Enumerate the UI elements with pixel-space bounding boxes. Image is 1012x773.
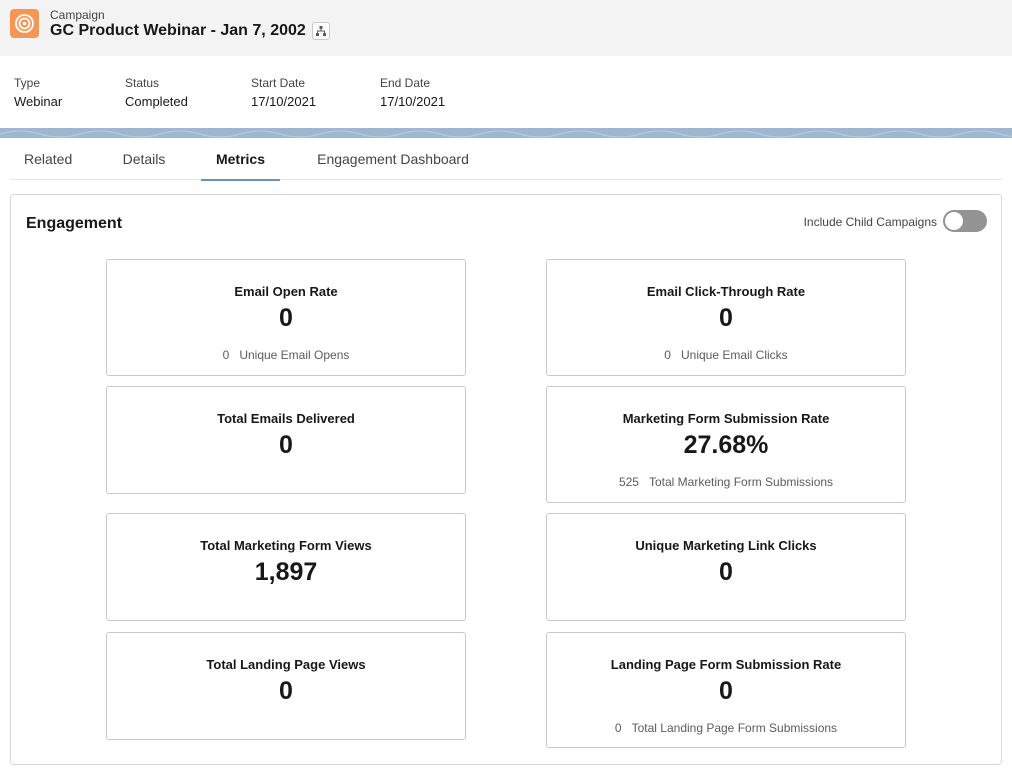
metric-subtext: 0 Unique Email Clicks	[547, 348, 905, 362]
highlight-value: Webinar	[14, 94, 63, 109]
metric-title: Total Landing Page Views	[206, 657, 366, 672]
highlight-value: 17/10/2021	[380, 94, 446, 109]
toggle-knob	[945, 212, 963, 230]
highlight-type: Type Webinar	[14, 76, 62, 109]
metric-subtext: 0 Total Landing Page Form Submissions	[547, 721, 905, 735]
metric-value: 0	[719, 304, 733, 332]
metric-title: Unique Marketing Link Clicks	[635, 538, 817, 553]
hierarchy-icon	[316, 26, 326, 36]
tab-metrics-label: Metrics	[215, 151, 266, 167]
tab-engagement-dashboard[interactable]: Engagement Dashboard	[317, 151, 469, 167]
highlight-value: 17/10/2021	[251, 94, 317, 109]
metric-value: 0	[279, 304, 293, 332]
view-hierarchy-button[interactable]	[312, 22, 330, 40]
metric-sub-label: Total Landing Page Form Submissions	[631, 721, 838, 735]
include-child-campaigns-toggle[interactable]	[943, 210, 987, 232]
highlight-label: End Date	[380, 76, 431, 90]
highlight-value: Completed	[125, 94, 188, 109]
metric-sub-label: Unique Email Opens	[239, 348, 350, 362]
metric-title: Marketing Form Submission Rate	[622, 411, 830, 426]
metric-sub-count: 0	[614, 721, 622, 735]
metric-sub-count: 525	[618, 475, 639, 489]
engagement-title: Engagement	[26, 215, 123, 232]
highlight-label: Status	[125, 76, 160, 90]
record-tabs: Related Details Metrics Engagement Dashb…	[10, 139, 1002, 181]
engagement-card: Engagement Include Child Campaigns Email…	[10, 194, 1002, 765]
metric-sub-label: Total Marketing Form Submissions	[648, 475, 834, 489]
metric-title: Email Open Rate	[234, 284, 338, 299]
metric-value: 1,897	[254, 558, 318, 586]
metric-email-click-through-rate: Email Click-Through Rate 0 0 Unique Email…	[546, 259, 906, 376]
highlight-end-date: End Date 17/10/2021	[380, 76, 445, 109]
metric-total-marketing-form-views: Total Marketing Form Views 1,897	[106, 513, 466, 621]
decorative-banner	[0, 128, 1012, 138]
metric-sub-count: 0	[222, 348, 230, 362]
include-child-campaigns-label: Include Child Campaigns	[803, 215, 937, 229]
metric-marketing-form-submission-rate: Marketing Form Submission Rate 27.68% 52…	[546, 386, 906, 503]
highlight-status: Status Completed	[125, 76, 188, 109]
metric-total-landing-page-views: Total Landing Page Views 0	[106, 632, 466, 740]
highlight-label: Type	[14, 76, 41, 90]
tab-related[interactable]: Related	[24, 151, 73, 167]
object-type-label: Campaign	[50, 8, 105, 22]
metric-title: Landing Page Form Submission Rate	[610, 657, 842, 672]
page-header: Campaign GC Product Webinar - Jan 7, 200…	[0, 0, 1012, 56]
campaign-target-icon	[10, 9, 39, 38]
active-tab-indicator	[201, 179, 280, 181]
metric-title: Total Emails Delivered	[217, 411, 355, 426]
metric-sub-label: Unique Email Clicks	[680, 348, 788, 362]
highlight-label: Start Date	[251, 76, 306, 90]
metric-landing-page-form-submission-rate: Landing Page Form Submission Rate 0 0 Tot…	[546, 632, 906, 748]
metric-value: 0	[719, 677, 733, 705]
metric-value: 0	[719, 558, 733, 586]
metric-subtext: 0 Unique Email Opens	[107, 348, 465, 362]
metric-value: 27.68%	[683, 431, 769, 459]
metric-subtext: 525 Total Marketing Form Submissions	[547, 475, 905, 489]
highlight-start-date: Start Date 17/10/2021	[251, 76, 316, 109]
record-title: GC Product Webinar - Jan 7, 2002	[50, 22, 306, 39]
metric-sub-count: 0	[664, 348, 671, 362]
metric-email-open-rate: Email Open Rate 0 0 Unique Email Opens	[106, 259, 466, 376]
metric-total-emails-delivered: Total Emails Delivered 0	[106, 386, 466, 494]
metric-unique-marketing-link-clicks: Unique Marketing Link Clicks 0	[546, 513, 906, 621]
metric-title: Total Marketing Form Views	[200, 538, 372, 553]
metric-value: 0	[279, 677, 293, 705]
metric-title: Email Click-Through Rate	[646, 284, 806, 299]
tab-metrics[interactable]: Metrics	[201, 139, 280, 181]
highlights-panel: Type Webinar Status Completed Start Date…	[0, 56, 1012, 128]
tab-details[interactable]: Details	[122, 151, 166, 167]
metric-value: 0	[279, 431, 293, 459]
